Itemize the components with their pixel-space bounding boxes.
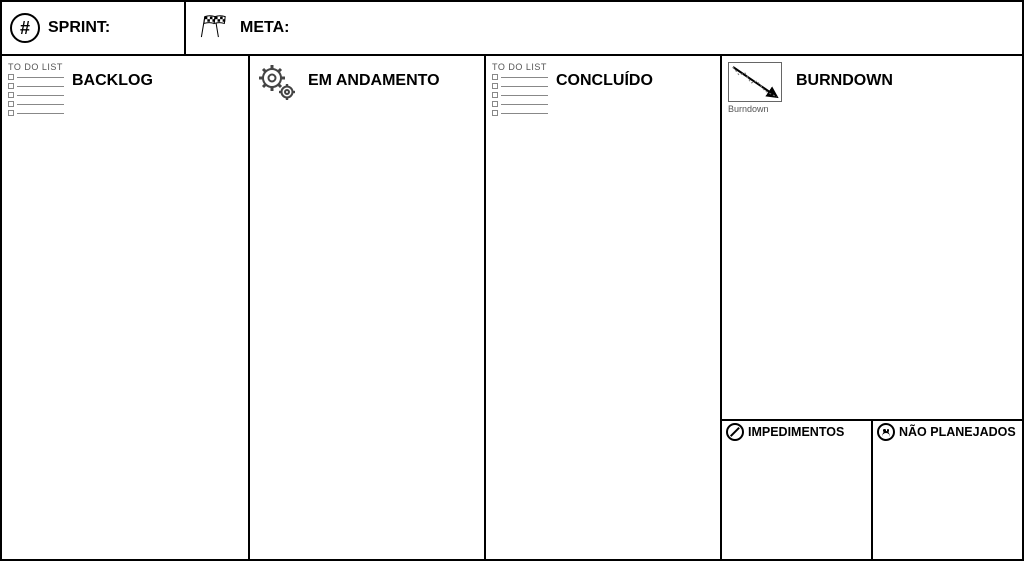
subcolumn-impedimentos: IMPEDIMENTOS (722, 421, 873, 559)
column-right: Burndown BURNDOWN IMPEDIMENTOS NÃO PLANE… (722, 56, 1022, 559)
sub-header-impedimentos: IMPEDIMENTOS (722, 421, 871, 443)
sprint-cell: # SPRINT: (2, 2, 186, 54)
right-lower-row: IMPEDIMENTOS NÃO PLANEJADOS (722, 419, 1022, 559)
column-title: CONCLUÍDO (556, 62, 653, 90)
sub-title: NÃO PLANEJADOS (899, 425, 1016, 439)
header-row: # SPRINT: (2, 2, 1022, 56)
column-header-concluido: TO DO LIST CONCLUÍDO (486, 56, 720, 116)
sub-title: IMPEDIMENTOS (748, 425, 844, 439)
column-title: EM ANDAMENTO (308, 62, 440, 90)
meta-cell: META: (186, 2, 1022, 54)
gears-icon (256, 62, 300, 107)
column-andamento: EM ANDAMENTO (250, 56, 486, 559)
prohibit-icon (726, 423, 744, 441)
todo-caption: TO DO LIST (492, 62, 548, 72)
main-row: TO DO LIST BACKLOG (2, 56, 1022, 559)
checkered-flags-icon (198, 13, 232, 44)
burndown-chart-icon: Burndown (728, 62, 788, 114)
column-title: BURNDOWN (796, 62, 893, 90)
hash-icon: # (10, 13, 40, 43)
column-header-burndown: Burndown BURNDOWN (722, 56, 1022, 114)
sprint-board: # SPRINT: (0, 0, 1024, 561)
sub-header-nao-planejados: NÃO PLANEJADOS (873, 421, 1022, 443)
hash-symbol: # (20, 18, 30, 39)
sad-face-icon (877, 423, 895, 441)
column-backlog: TO DO LIST BACKLOG (2, 56, 250, 559)
column-concluido: TO DO LIST CONCLUÍDO (486, 56, 722, 559)
todo-list-icon: TO DO LIST (492, 62, 548, 116)
burndown-area: Burndown BURNDOWN (722, 56, 1022, 419)
todo-list-icon: TO DO LIST (8, 62, 64, 116)
column-header-andamento: EM ANDAMENTO (250, 56, 484, 107)
burndown-caption: Burndown (728, 104, 788, 114)
column-header-backlog: TO DO LIST BACKLOG (2, 56, 248, 116)
todo-caption: TO DO LIST (8, 62, 64, 72)
sprint-label: SPRINT: (48, 19, 110, 37)
meta-label: META: (240, 19, 289, 37)
column-title: BACKLOG (72, 62, 153, 90)
subcolumn-nao-planejados: NÃO PLANEJADOS (873, 421, 1022, 559)
